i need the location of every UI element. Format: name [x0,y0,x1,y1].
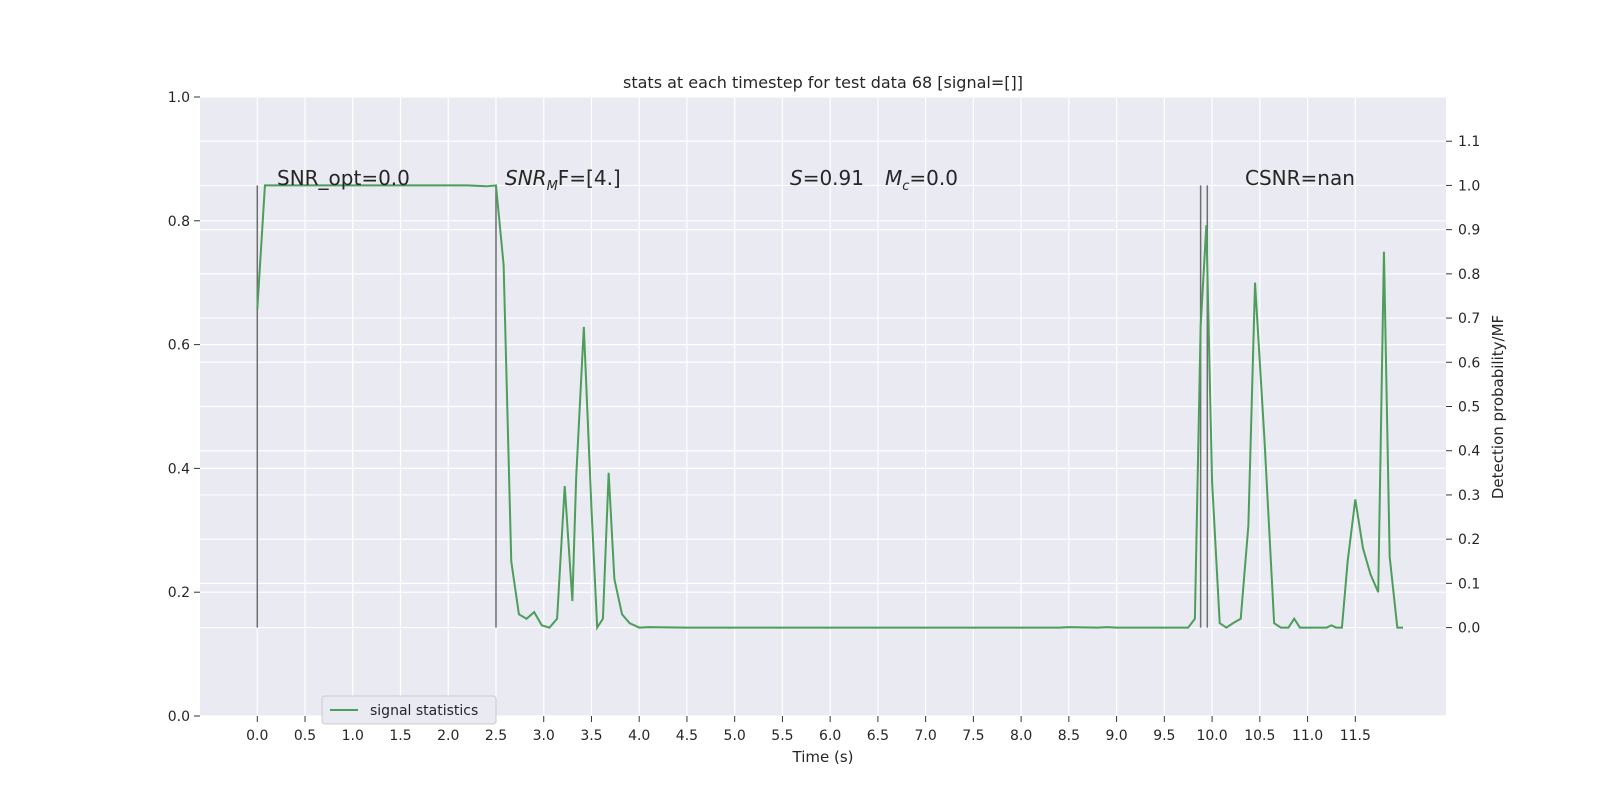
x-tick-label: 4.5 [676,728,698,744]
right-y-tick-label: 0.5 [1458,400,1480,416]
x-tick-label: 0.0 [246,728,268,744]
legend-box [321,695,497,725]
annotation-snr-mf-sub: M [547,179,558,194]
right-gridlines [200,140,1446,629]
x-tick-label: 2.0 [437,728,459,744]
x-tick-label: 9.5 [1153,728,1175,744]
right-y-tick-label: 0.3 [1458,488,1480,504]
right-y-tick-label: 0.2 [1458,532,1480,548]
right-y-tick-label: 0.4 [1458,444,1480,460]
right-y-tick-label: 0.8 [1458,267,1480,283]
x-tick-label: 3.5 [580,728,602,744]
x-tick-label: 5.0 [724,728,746,744]
right-y-tick-label: 1.0 [1458,178,1480,194]
annotation-s-val: =0.91 [803,166,864,190]
x-tick-label: 10.0 [1196,728,1227,744]
left-y-tick-label: 0.2 [168,585,190,601]
x-tick-label: 6.5 [867,728,889,744]
legend: signal statistics [321,695,497,725]
right-y-tick-label: 1.1 [1458,134,1480,150]
x-tick-label: 4.0 [628,728,650,744]
x-tick-label: 1.0 [342,728,364,744]
legend-label: signal statistics [370,703,478,719]
x-tick-label: 7.0 [915,728,937,744]
annotation-snr-opt: SNR_opt=0.0 [277,166,410,190]
x-axis-label: Time (s) [792,748,854,766]
annotation-s-var: S [790,166,803,190]
x-tick-label: 2.5 [485,728,507,744]
right-y-axis-label: Detection probability/MF [1489,315,1507,499]
right-y-axis-ticks: 0.0 0.1 0.2 0.3 0.4 0.5 0.6 0.7 0.8 0.9 1.0 1.1 [1446,134,1480,637]
chart-title: stats at each timestep for test data 68 … [623,73,1023,92]
annotation-snr-mf-rest: F=[4.] [558,166,621,190]
annotation-s: S=0.91 [790,166,864,190]
left-y-tick-label: 1.0 [168,90,190,106]
x-tick-label: 0.5 [294,728,316,744]
x-tick-label: 8.5 [1058,728,1080,744]
vertical-markers [256,185,1209,628]
x-tick-label: 6.0 [819,728,841,744]
x-tick-label: 8.0 [1010,728,1032,744]
right-y-tick-label: 0.7 [1458,311,1480,327]
x-tick-label: 1.5 [389,728,411,744]
left-y-tick-label: 0.6 [168,338,190,354]
right-y-tick-label: 0.6 [1458,355,1480,371]
right-y-tick-label: 0.0 [1458,621,1480,637]
x-tick-label: 3.0 [533,728,555,744]
right-y-tick-label: 0.9 [1458,223,1480,239]
annotation-mc-var: M [885,166,902,190]
left-y-axis-ticks: 0.0 0.2 0.4 0.6 0.8 1.0 [168,90,200,725]
annotation-csnr: CSNR=nan [1245,166,1355,190]
annotation-snr-mf: SNRMF=[4.] [505,166,621,194]
left-y-tick-label: 0.0 [168,709,190,725]
left-y-tick-label: 0.4 [168,461,190,477]
right-y-tick-label: 0.1 [1458,576,1480,592]
x-tick-label: 5.5 [771,728,793,744]
annotation-mc-val: =0.0 [909,166,958,190]
annotation-mc-sub: c [902,179,909,194]
x-axis-ticks: 0.0 0.5 1.0 1.5 2.0 2.5 3.0 3.5 4.0 4.5 5.0 5.5 6.0 6… [246,716,1371,744]
left-y-tick-label: 0.8 [168,214,190,230]
x-tick-label: 9.0 [1105,728,1127,744]
x-tick-label: 11.5 [1340,728,1371,744]
x-tick-label: 10.5 [1244,728,1275,744]
x-tick-label: 11.0 [1292,728,1323,744]
annotation-snr-mf-main: SNR [505,166,547,190]
annotation-mc: Mc=0.0 [885,166,958,194]
x-tick-label: 7.5 [962,728,984,744]
series-line-signal-statistics [256,184,1404,631]
